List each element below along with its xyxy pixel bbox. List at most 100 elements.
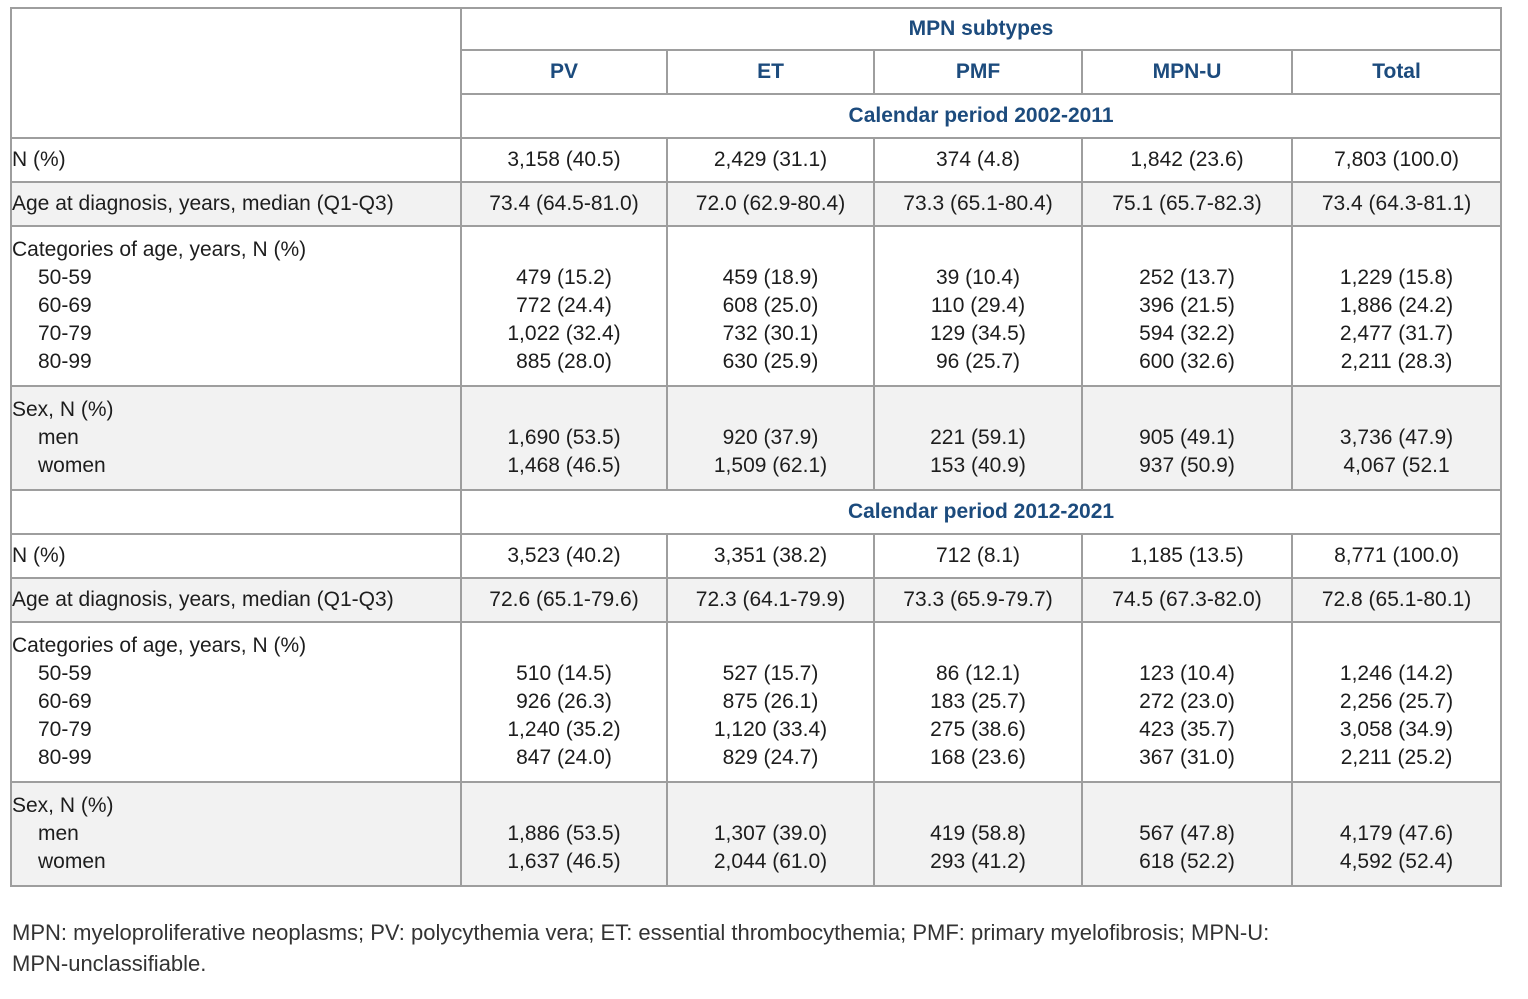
- spacer-line: [1294, 792, 1499, 820]
- column-header-pmf: PMF: [873, 49, 1083, 95]
- data-cell: 73.3 (65.9-79.7): [873, 577, 1083, 623]
- period-left-empty-cell: [10, 489, 462, 535]
- data-line: 1,886 (53.5): [507, 822, 621, 845]
- data-cell: 75.1 (65.7-82.3): [1081, 181, 1293, 227]
- data-line: 168 (23.6): [930, 746, 1026, 769]
- data-line: 937 (50.9): [1139, 454, 1235, 477]
- data-line: 221 (59.1): [930, 426, 1026, 449]
- spacer-line: [463, 236, 665, 264]
- mpn-summary-table: MPN subtypes PV ET PMF MPN-U Total Calen…: [10, 7, 1503, 887]
- data-line: 3,058 (34.9): [1339, 718, 1454, 741]
- data-cell: 459 (18.9) 608 (25.0) 732 (30.1) 630 (25…: [666, 225, 875, 387]
- data-cell: 39 (10.4) 110 (29.4) 129 (34.5) 96 (25.7…: [873, 225, 1083, 387]
- age-band-label: 60-69: [38, 690, 92, 713]
- data-cell: 419 (58.8) 293 (41.2): [873, 781, 1083, 887]
- sex-label: men: [38, 426, 79, 449]
- data-cell: 73.4 (64.5-81.0): [460, 181, 668, 227]
- data-line: 367 (31.0): [1139, 746, 1235, 769]
- data-cell: 7,803 (100.0): [1290, 137, 1503, 183]
- spacer-line: [669, 792, 872, 820]
- spacer-line: [876, 632, 1080, 660]
- age-band-label: 50-59: [38, 662, 92, 685]
- data-cell: 123 (10.4) 272 (23.0) 423 (35.7) 367 (31…: [1081, 621, 1293, 783]
- data-line: 2,044 (61.0): [713, 850, 828, 873]
- age-band-label: 50-59: [38, 266, 92, 289]
- data-line: 1,509 (62.1): [713, 454, 828, 477]
- data-cell: 567 (47.8) 618 (52.2): [1081, 781, 1293, 887]
- data-cell: 527 (15.7) 875 (26.1) 1,120 (33.4) 829 (…: [666, 621, 875, 783]
- data-line: 1,637 (46.5): [507, 850, 621, 873]
- data-line: 829 (24.7): [722, 746, 819, 769]
- sex-label: women: [38, 850, 106, 873]
- data-line: 905 (49.1): [1139, 426, 1235, 449]
- data-line: 396 (21.5): [1139, 294, 1235, 317]
- corner-cell: [10, 7, 462, 139]
- data-cell: 374 (4.8): [873, 137, 1083, 183]
- period-row-1: Calendar period 2002-2011: [11, 93, 1503, 139]
- data-cell: 2,429 (31.1): [666, 137, 875, 183]
- spacer-line: [876, 396, 1080, 424]
- data-line: 920 (37.9): [722, 426, 819, 449]
- spacer-line: [463, 396, 665, 424]
- data-line: 772 (24.4): [516, 294, 612, 317]
- table-group-title: MPN subtypes: [459, 7, 1503, 51]
- row-label-cell: Categories of age, years, N (%) 50-59 60…: [10, 225, 462, 387]
- sex-label: men: [38, 822, 79, 845]
- spacer-line: [1084, 396, 1290, 424]
- data-cell: 1,185 (13.5): [1081, 533, 1293, 579]
- data-line: 419 (58.8): [930, 822, 1026, 845]
- data-line: 479 (15.2): [516, 266, 612, 289]
- period-row-2: Calendar period 2012-2021: [10, 489, 1503, 535]
- data-line: 875 (26.1): [722, 690, 819, 713]
- data-cell: 1,229 (15.8) 1,886 (24.2) 2,477 (31.7) 2…: [1290, 225, 1503, 387]
- row-label-cell: Age at diagnosis, years, median (Q1-Q3): [10, 577, 462, 623]
- age-band-label: 80-99: [38, 746, 92, 769]
- data-line: 275 (38.6): [930, 718, 1026, 741]
- data-line: 1,246 (14.2): [1339, 662, 1454, 685]
- data-cell: 479 (15.2) 772 (24.4) 1,022 (32.4) 885 (…: [460, 225, 668, 387]
- age-median-row: Age at diagnosis, years, median (Q1-Q3) …: [10, 577, 1503, 623]
- data-cell: 1,246 (14.2) 2,256 (25.7) 3,058 (34.9) 2…: [1290, 621, 1503, 783]
- spacer-line: [463, 632, 665, 660]
- data-line: 183 (25.7): [930, 690, 1026, 713]
- data-line: 123 (10.4): [1139, 662, 1235, 685]
- data-line: 885 (28.0): [516, 350, 612, 373]
- data-cell: 72.8 (65.1-80.1): [1290, 577, 1503, 623]
- data-cell: 905 (49.1) 937 (50.9): [1081, 385, 1293, 491]
- data-line: 847 (24.0): [516, 746, 612, 769]
- data-cell: 712 (8.1): [873, 533, 1083, 579]
- data-line: 1,120 (33.4): [713, 718, 828, 741]
- data-line: 3,736 (47.9): [1339, 426, 1454, 449]
- row-label-cell: Categories of age, years, N (%) 50-59 60…: [10, 621, 462, 783]
- data-line: 1,240 (35.2): [507, 718, 621, 741]
- data-line: 110 (29.4): [930, 294, 1026, 317]
- column-header-et: ET: [666, 49, 875, 95]
- data-line: 600 (32.6): [1139, 350, 1235, 373]
- data-line: 2,211 (28.3): [1340, 350, 1453, 373]
- data-cell: 1,886 (53.5) 1,637 (46.5): [460, 781, 668, 887]
- data-cell: 73.4 (64.3-81.1): [1290, 181, 1503, 227]
- data-line: 293 (41.2): [930, 850, 1026, 873]
- period-label-2002-2011: Calendar period 2002-2011: [459, 93, 1503, 139]
- spacer-line: [1294, 396, 1499, 424]
- data-cell: 73.3 (65.1-80.4): [873, 181, 1083, 227]
- column-header-pv: PV: [460, 49, 668, 95]
- data-cell: 252 (13.7) 396 (21.5) 594 (32.2) 600 (32…: [1081, 225, 1293, 387]
- spacer-line: [1084, 236, 1290, 264]
- header-row-columns: PV ET PMF MPN-U Total: [11, 49, 1503, 95]
- age-categories-row: Categories of age, years, N (%) 50-59 60…: [10, 621, 1503, 783]
- data-cell: 3,158 (40.5): [460, 137, 668, 183]
- data-line: 2,256 (25.7): [1339, 690, 1454, 713]
- data-cell: 74.5 (67.3-82.0): [1081, 577, 1293, 623]
- header-row-group: MPN subtypes: [10, 7, 1503, 139]
- data-line: 732 (30.1): [722, 322, 819, 345]
- data-line: 926 (26.3): [516, 690, 612, 713]
- row-label-cell: N (%): [10, 137, 462, 183]
- data-cell: 1,842 (23.6): [1081, 137, 1293, 183]
- age-categories-row: Categories of age, years, N (%) 50-59 60…: [10, 225, 1503, 387]
- row-label-cell: N (%): [10, 533, 462, 579]
- data-line: 1,886 (24.2): [1339, 294, 1454, 317]
- data-line: 2,211 (25.2): [1340, 746, 1453, 769]
- data-cell: 72.3 (64.1-79.9): [666, 577, 875, 623]
